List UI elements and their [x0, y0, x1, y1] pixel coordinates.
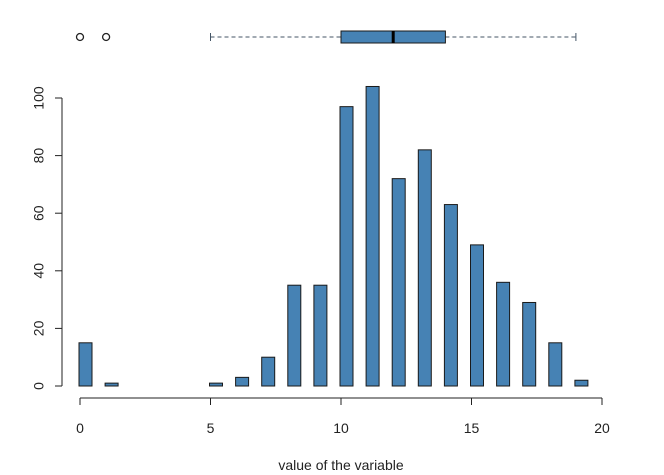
boxplot [75, 30, 577, 44]
y-axis: 0 20 40 60 80 100 [31, 86, 63, 390]
x-tick-label: 10 [333, 420, 349, 436]
histogram-bars [78, 85, 589, 387]
y-tick-label: 40 [31, 263, 47, 279]
x-tick-label: 5 [207, 420, 215, 436]
y-tick-label: 60 [31, 205, 47, 221]
histogram-bar [522, 301, 537, 387]
histogram-bar [391, 178, 406, 387]
histogram-bar [496, 281, 511, 387]
histogram-bar [339, 106, 354, 387]
y-tick-label: 100 [31, 86, 47, 110]
x-axis: 0 5 10 15 20 [76, 397, 610, 436]
histogram-bar [261, 356, 276, 387]
histogram-bar [235, 376, 250, 387]
histogram-bar [287, 284, 302, 387]
histogram-bar [313, 284, 328, 387]
histogram-bar [548, 342, 563, 387]
histogram-bar [78, 342, 93, 387]
x-tick-label: 15 [464, 420, 480, 436]
histogram-bar [365, 85, 380, 387]
y-tick-label: 20 [31, 320, 47, 336]
boxplot-outlier [75, 32, 85, 42]
histogram-bar [470, 244, 484, 387]
histogram-bar [417, 149, 432, 387]
x-tick-label: 0 [76, 420, 84, 436]
y-tick-label: 80 [31, 148, 47, 164]
histogram-bar [104, 382, 119, 387]
boxplot-outlier [101, 32, 111, 42]
histogram-bar [574, 379, 589, 387]
x-axis-title: value of the variable [278, 457, 404, 473]
histogram-bar [209, 382, 223, 387]
x-tick-label: 20 [594, 420, 610, 436]
y-tick-label: 0 [31, 382, 47, 390]
histogram-bar [443, 204, 458, 387]
